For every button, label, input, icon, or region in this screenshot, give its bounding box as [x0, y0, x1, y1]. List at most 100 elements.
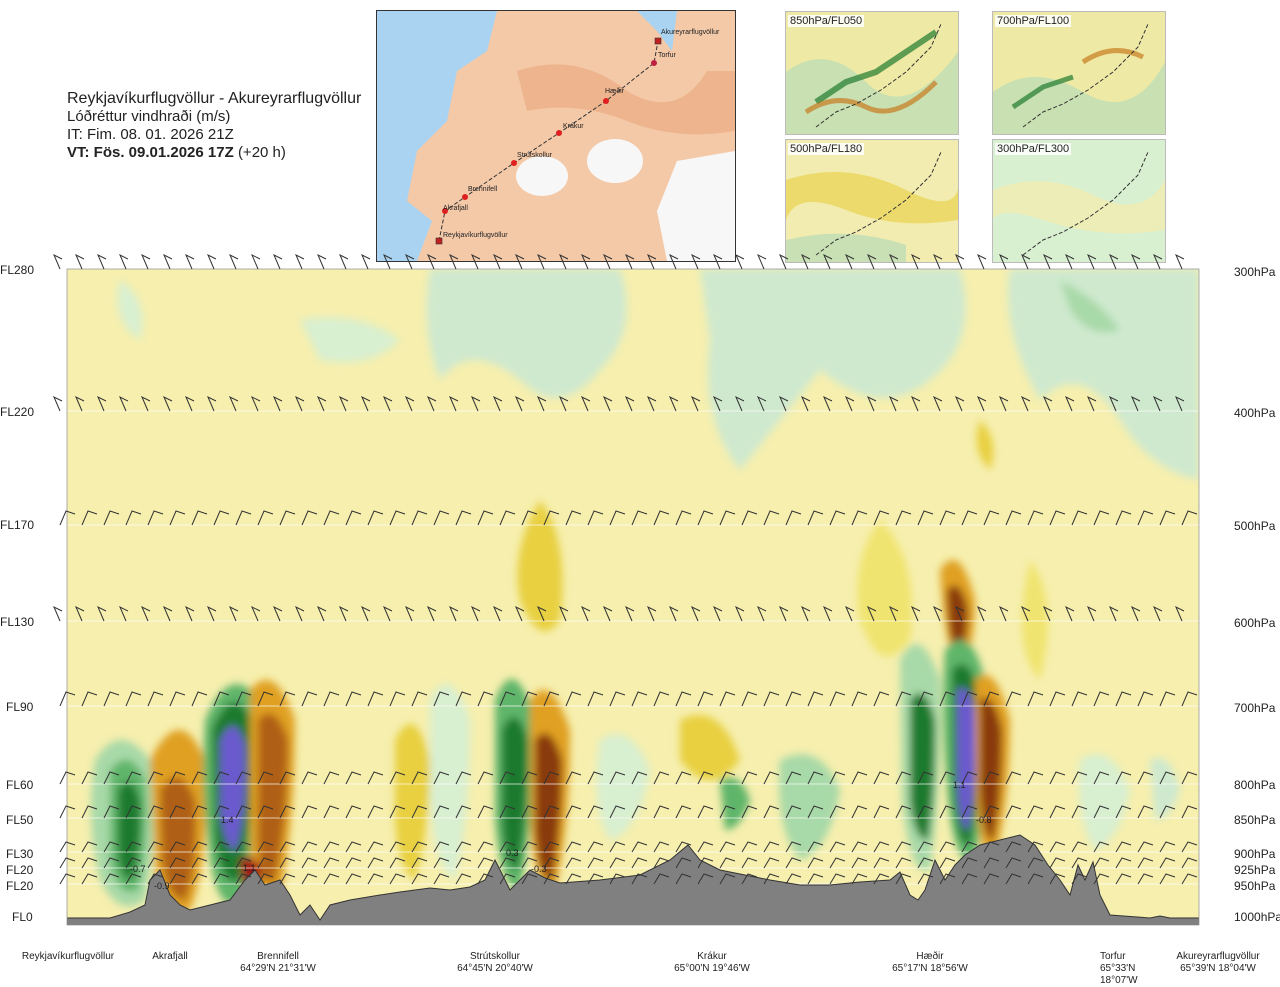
wind-barb-114 [279, 510, 296, 526]
location-reykjavik-name: Reykjavíkurflugvöllur [21, 951, 115, 962]
hpa-label-3: 600hPa [1234, 616, 1276, 630]
wind-barb-429 [345, 857, 362, 869]
wind-barb-365 [81, 841, 98, 853]
wind-barb-191 [823, 605, 833, 622]
wind-barb-44 [1021, 253, 1031, 270]
wind-barb-98 [1065, 395, 1075, 412]
wind-barb-430 [367, 857, 384, 869]
wind-barb-108 [147, 510, 164, 526]
wind-barb-258 [1159, 691, 1176, 707]
map-label-brennifell: Brennifell [468, 186, 498, 193]
wind-barb-78 [625, 395, 635, 412]
wind-barb-387 [565, 841, 582, 853]
thumbnail-500hpa[interactable]: 500hPa/FL180 [785, 139, 959, 263]
wind-barb-213 [169, 691, 186, 707]
wind-barb-318 [191, 805, 208, 819]
wind-barb-341 [697, 805, 714, 819]
wind-barb-58 [185, 395, 195, 412]
wind-barb-11 [295, 253, 305, 270]
wind-barb-164 [229, 605, 239, 622]
wind-barb-61 [251, 395, 261, 412]
wind-barb-207 [1175, 605, 1185, 622]
thumbnail-850hpa-label: 850hPa/FL050 [788, 15, 865, 27]
wind-barb-295 [829, 771, 846, 785]
wind-barb-485 [433, 873, 450, 885]
wind-barb-33 [779, 253, 789, 270]
wind-barb-345 [785, 805, 802, 819]
wind-barb-28 [669, 253, 679, 270]
wind-barb-109 [169, 510, 186, 526]
wind-barb-304 [1027, 771, 1044, 785]
wind-barb-241 [785, 691, 802, 707]
wind-barb-494 [631, 873, 648, 885]
wind-barb-54 [97, 395, 107, 412]
wind-barb-515 [1093, 873, 1110, 885]
location-torfur-name: Torfur [1100, 951, 1126, 962]
hpa-label-4: 700hPa [1234, 701, 1276, 715]
wind-barb-25 [603, 253, 613, 270]
wind-barb-300 [939, 771, 956, 785]
wind-barb-373 [257, 841, 274, 853]
hpa-label-1: 400hPa [1234, 406, 1276, 420]
location-strutskollur-name: Strútskollur [469, 951, 520, 962]
wind-barb-422 [191, 857, 208, 869]
wind-barb-200 [1021, 605, 1031, 622]
thumbnail-700hpa[interactable]: 700hPa/FL100 [992, 11, 1166, 135]
thumbnail-850hpa[interactable]: 850hPa/FL050 [785, 11, 959, 135]
wind-barb-84 [757, 395, 767, 412]
wind-barb-344 [763, 805, 780, 819]
wind-barb-435 [477, 857, 494, 869]
annotation-2: 1.4 [221, 815, 234, 825]
wind-barb-397 [785, 841, 802, 853]
wind-barb-159 [119, 605, 129, 622]
wind-barb-489 [521, 873, 538, 885]
wind-barb-339 [653, 805, 670, 819]
wind-barb-425 [257, 857, 274, 869]
wind-barb-55 [119, 395, 129, 412]
wind-barb-6 [185, 253, 195, 270]
wind-barb-502 [807, 873, 824, 885]
wind-barb-64 [317, 395, 327, 412]
wind-barb-291 [741, 771, 758, 785]
thumbnail-300hpa[interactable]: 300hPa/FL300 [992, 139, 1166, 263]
wind-barb-27 [647, 253, 657, 270]
wind-barb-22 [537, 253, 547, 270]
wind-barb-170 [361, 605, 371, 622]
fl-label-10: FL0 [12, 910, 33, 924]
wind-barb-472 [147, 873, 164, 885]
wind-barb-376 [323, 841, 340, 853]
wind-barb-482 [367, 873, 384, 885]
wind-barb-433 [433, 857, 450, 869]
annotation-1: -0.9 [154, 881, 170, 891]
wind-barb-232 [587, 691, 604, 707]
wind-barb-14 [361, 253, 371, 270]
wind-barb-471 [125, 873, 142, 885]
wind-barb-248 [939, 691, 956, 707]
wind-barb-329 [433, 805, 450, 819]
wind-barb-247 [917, 691, 934, 707]
wind-barb-125 [521, 510, 538, 526]
wind-barb-23 [559, 253, 569, 270]
wind-barb-123 [477, 510, 494, 526]
wind-barb-518 [1159, 873, 1176, 885]
fl-label-1: FL220 [0, 405, 35, 419]
wind-barb-479 [301, 873, 318, 885]
wind-barb-368 [147, 841, 164, 853]
wind-barb-87 [823, 395, 833, 412]
chart-title-block: Reykjavíkurflugvöllur - Akureyrarflugvöl… [67, 90, 361, 162]
wind-barb-347 [829, 805, 846, 819]
wind-barb-282 [543, 771, 560, 785]
map-label-haedir: Hæðir [605, 88, 625, 95]
wind-barb-255 [1093, 691, 1110, 707]
wind-barb-190 [801, 605, 811, 622]
wind-barb-276 [411, 771, 428, 785]
wind-barb-79 [647, 395, 657, 412]
wind-barb-60 [229, 395, 239, 412]
wind-barb-42 [977, 253, 987, 270]
wind-barb-499 [741, 873, 758, 885]
wind-barb-434 [455, 857, 472, 869]
wind-barb-52 [53, 395, 63, 412]
location-haedir: Hæðir 65°17'N 18°56'W [880, 951, 980, 975]
wind-barb-268 [235, 771, 252, 785]
wind-barb-236 [675, 691, 692, 707]
